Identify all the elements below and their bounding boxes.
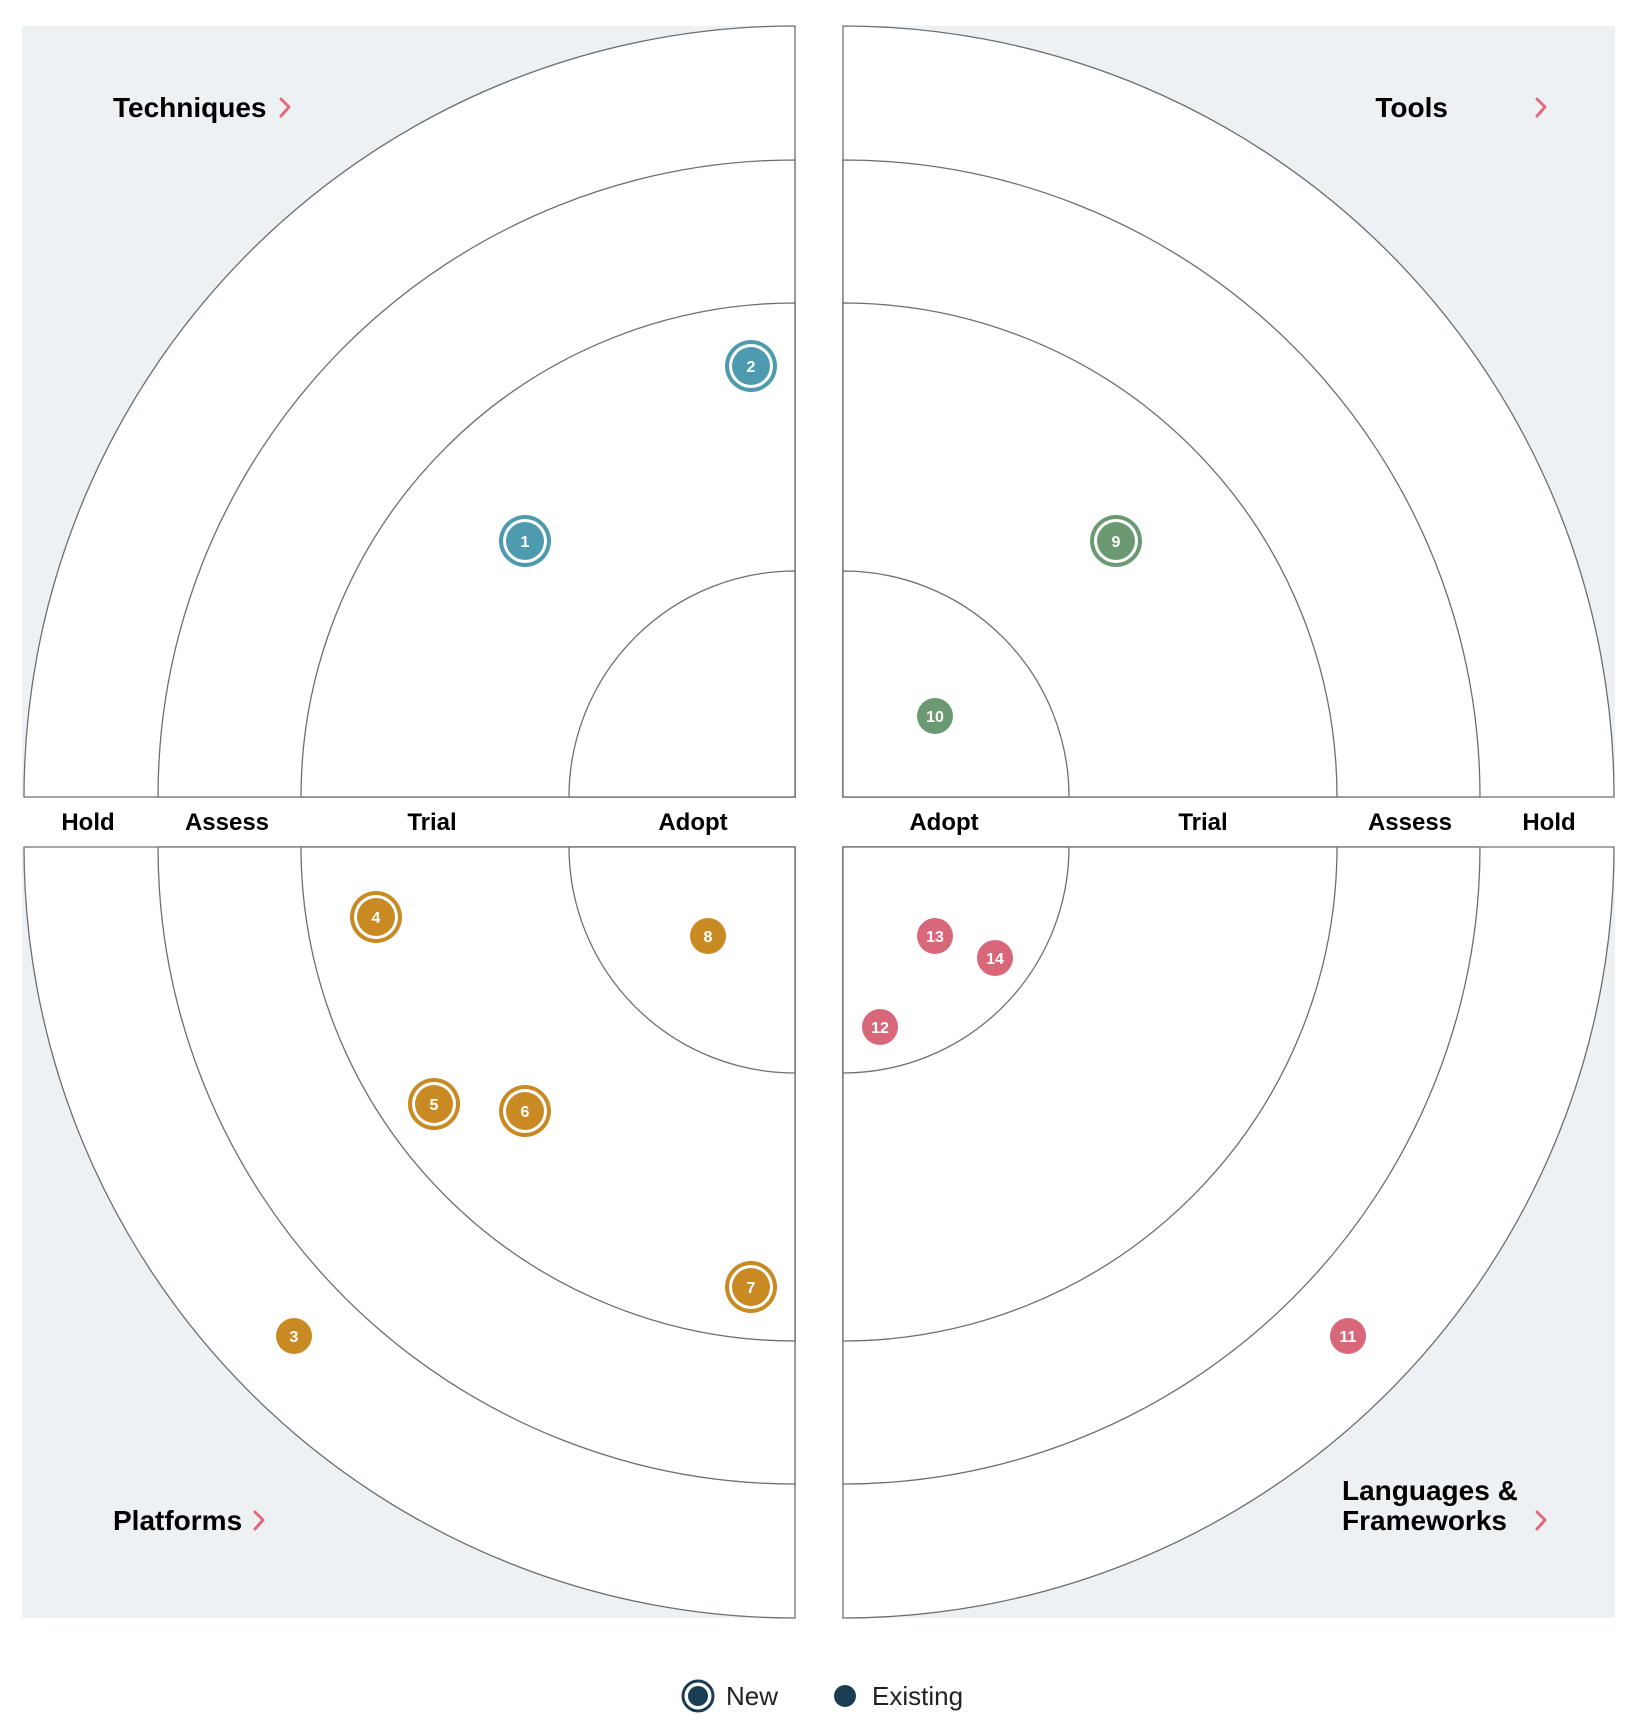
- blip-12[interactable]: 12: [862, 1009, 898, 1045]
- ring-sector-languages-frameworks-adopt: [842, 846, 1070, 1074]
- blip-13[interactable]: 13: [917, 918, 953, 954]
- blip-dot: [977, 940, 1013, 976]
- quadrant-title-platforms: Platforms: [113, 1505, 242, 1536]
- blip-dot: [732, 1268, 770, 1306]
- rings: [23, 25, 1615, 1619]
- blip-14[interactable]: 14: [977, 940, 1013, 976]
- blip-2[interactable]: 2: [725, 340, 777, 392]
- ring-sector-platforms-adopt: [568, 846, 796, 1074]
- legend-existing: Existing: [834, 1681, 963, 1711]
- ring-labels: Hold Assess Trial Adopt Adopt Trial Asse…: [61, 809, 1575, 836]
- blip-1[interactable]: 1: [499, 515, 551, 567]
- quadrant-link-languages-frameworks[interactable]: Languages & Frameworks: [1342, 1475, 1547, 1536]
- chevron-right-icon: [253, 1510, 265, 1531]
- legend-new-label: New: [726, 1681, 778, 1711]
- blip-number: 7: [747, 1280, 756, 1297]
- quadrant-title-languages-frameworks-line2: Frameworks: [1342, 1505, 1507, 1536]
- ring-label-adopt-right: Adopt: [909, 809, 978, 836]
- chevron-right-icon: [1535, 97, 1547, 118]
- quadrant-title-tools: Tools: [1375, 92, 1448, 123]
- blip-number: 12: [871, 1020, 889, 1037]
- ring-label-assess-right: Assess: [1368, 809, 1452, 836]
- blip-dot: [690, 918, 726, 954]
- quadrant-link-tools[interactable]: Tools: [1375, 92, 1547, 123]
- ring-label-hold-left: Hold: [61, 809, 114, 836]
- ring-sector-techniques-adopt: [568, 570, 796, 798]
- blip-number: 8: [704, 929, 713, 946]
- legend-existing-label: Existing: [872, 1681, 963, 1711]
- legend: New Existing: [681, 1679, 963, 1713]
- blip-number: 2: [747, 359, 756, 376]
- blip-number: 5: [430, 1097, 439, 1114]
- ring-label-trial-right: Trial: [1178, 809, 1227, 836]
- blip-dot: [1330, 1318, 1366, 1354]
- blip-5[interactable]: 5: [408, 1078, 460, 1130]
- ring-label-adopt-left: Adopt: [658, 809, 727, 836]
- blip-number: 6: [521, 1104, 530, 1121]
- quadrant-title-techniques: Techniques: [113, 92, 267, 123]
- ring-label-trial-left: Trial: [407, 809, 456, 836]
- blip-dot: [415, 1085, 453, 1123]
- blip-dot: [1097, 522, 1135, 560]
- blip-dot: [732, 347, 770, 385]
- blip-dot: [862, 1009, 898, 1045]
- quadrant-link-platforms[interactable]: Platforms: [113, 1505, 265, 1536]
- blip-dot: [506, 1092, 544, 1130]
- blip-number: 4: [372, 910, 381, 927]
- blip-dot: [357, 898, 395, 936]
- quadrant-title-languages-frameworks-line1: Languages &: [1342, 1475, 1518, 1506]
- blip-10[interactable]: 10: [917, 698, 953, 734]
- blip-8[interactable]: 8: [690, 918, 726, 954]
- legend-new-ring-icon: [681, 1679, 715, 1713]
- ring-label-hold-right: Hold: [1522, 809, 1575, 836]
- blip-3[interactable]: 3: [276, 1318, 312, 1354]
- blip-11[interactable]: 11: [1330, 1318, 1366, 1354]
- blip-number: 1: [521, 534, 530, 551]
- blip-4[interactable]: 4: [350, 891, 402, 943]
- blip-number: 3: [290, 1329, 299, 1346]
- blip-7[interactable]: 7: [725, 1261, 777, 1313]
- blip-dot: [917, 918, 953, 954]
- quadrant-link-techniques[interactable]: Techniques: [113, 92, 291, 123]
- blip-dot: [506, 522, 544, 560]
- blip-9[interactable]: 9: [1090, 515, 1142, 567]
- blip-dot: [276, 1318, 312, 1354]
- chevron-right-icon: [1535, 1510, 1547, 1531]
- blip-number: 9: [1112, 534, 1121, 551]
- blip-dot: [917, 698, 953, 734]
- chevron-right-icon: [279, 97, 291, 118]
- legend-existing-dot-icon: [834, 1685, 856, 1707]
- blip-number: 11: [1340, 1329, 1357, 1346]
- legend-new-dot-icon: [688, 1686, 708, 1706]
- blip-number: 10: [926, 709, 944, 726]
- blip-6[interactable]: 6: [499, 1085, 551, 1137]
- legend-new: New: [681, 1679, 778, 1713]
- ring-label-assess-left: Assess: [185, 809, 269, 836]
- ring-sector-tools-adopt: [842, 570, 1070, 798]
- blip-number: 13: [926, 929, 944, 946]
- blip-number: 14: [986, 951, 1004, 968]
